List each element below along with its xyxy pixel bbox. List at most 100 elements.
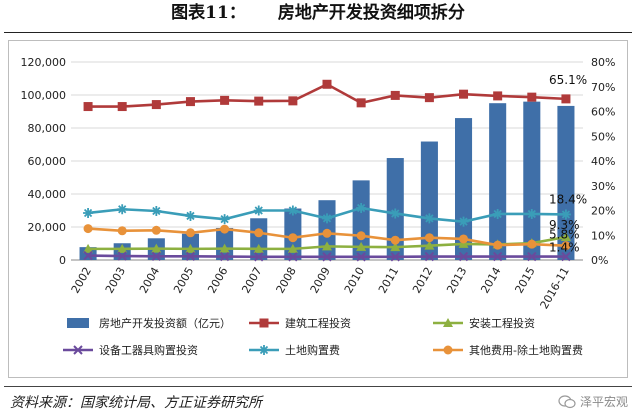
data-point (459, 89, 469, 99)
watermark: 泽平宏观 (558, 393, 628, 410)
right-axis-tick-label: 20% (591, 205, 615, 218)
left-axis-tick-label: 100,000 (21, 89, 67, 102)
data-point (288, 252, 298, 262)
data-point (492, 208, 503, 219)
data-point (390, 242, 401, 252)
bar (420, 141, 438, 260)
legend-label: 其他费用-除土地购置费 (469, 343, 583, 357)
data-point (424, 233, 434, 243)
data-point (322, 213, 332, 224)
end-value-label: 65.1% (549, 73, 587, 87)
data-point (322, 79, 332, 89)
data-point (117, 226, 127, 236)
x-axis-tick-label: 2016-11 (538, 265, 572, 311)
data-point (288, 233, 298, 243)
right-axis-tick-label: 10% (591, 229, 615, 242)
data-point (253, 205, 264, 216)
data-point (356, 252, 366, 262)
data-point (151, 243, 162, 253)
data-point (254, 252, 264, 262)
data-point (322, 241, 332, 251)
legend-label: 安装工程投资 (469, 316, 535, 330)
data-point (493, 240, 503, 250)
data-point (83, 243, 94, 253)
data-point (561, 241, 571, 251)
data-point (390, 90, 400, 100)
bottom-rule (4, 386, 632, 387)
chart-frame: 0 20,000 40,000 60,000 80,000 100,000 120,000 0… (8, 40, 628, 378)
data-point (493, 91, 503, 101)
right-axis-tick-label: 40% (591, 155, 615, 168)
data-point (287, 243, 298, 253)
x-axis-tick-label: 2009 (308, 265, 333, 296)
x-axis-tick-label: 2005 (171, 265, 196, 296)
left-axis-tick-label: 80,000 (28, 122, 67, 135)
data-point (527, 239, 537, 249)
legend-label: 设备工器具购置投资 (99, 343, 198, 357)
bar (250, 218, 268, 260)
x-axis-tick-label: 2002 (69, 265, 94, 296)
x-axis-tick-label: 2014 (478, 265, 503, 296)
legend-label: 土地购置费 (285, 343, 340, 357)
legend-swatch (67, 318, 89, 328)
left-axis-tick-label: 20,000 (28, 221, 67, 234)
left-axis-tick-label: 0 (59, 254, 66, 267)
data-point (356, 231, 366, 241)
data-point (254, 228, 264, 238)
data-point (492, 251, 503, 262)
x-axis-tick-label: 2003 (103, 265, 128, 296)
end-value-label: 9.3% (549, 218, 580, 232)
data-point (83, 224, 93, 234)
data-point (287, 205, 298, 216)
data-point (458, 251, 469, 262)
data-point (185, 251, 196, 261)
bar (352, 180, 370, 260)
data-point (83, 102, 93, 112)
wechat-icon (558, 394, 576, 408)
x-axis-tick-label: 2004 (137, 265, 162, 296)
legend-label: 房地产开发投资额（亿元） (99, 316, 231, 330)
watermark-text: 泽平宏观 (579, 395, 628, 409)
data-point (424, 251, 435, 262)
data-point (560, 231, 571, 241)
data-point (253, 243, 264, 253)
data-point (219, 251, 230, 262)
x-axis-tick-label: 2012 (410, 265, 435, 296)
data-point (526, 208, 537, 219)
right-axis-tick-label: 0% (591, 254, 608, 267)
data-point (527, 92, 537, 102)
data-point (117, 204, 128, 215)
data-point (220, 224, 230, 234)
legend-marker (443, 318, 453, 327)
data-point (83, 207, 94, 218)
data-point (322, 228, 332, 238)
legend-label: 建筑工程投资 (285, 316, 351, 330)
data-point (185, 210, 196, 221)
top-rule (4, 32, 632, 33)
bar (489, 103, 507, 260)
data-point (219, 214, 230, 225)
legend-marker (443, 345, 453, 355)
figure-title-text: 房地产开发投资细项拆分 (277, 3, 465, 23)
data-point (220, 95, 230, 105)
bar (523, 101, 541, 261)
legend-marker (73, 345, 83, 355)
x-axis-tick-label: 2011 (376, 265, 401, 296)
right-axis-tick-label: 70% (591, 81, 615, 94)
data-point (459, 234, 469, 244)
data-point (185, 228, 195, 238)
left-axis-tick-label: 40,000 (28, 188, 67, 201)
x-axis-tick-label: 2007 (239, 265, 264, 296)
legend-marker (259, 318, 269, 328)
right-axis-tick-label: 30% (591, 180, 615, 193)
data-point (151, 205, 162, 216)
data-point (322, 252, 332, 262)
data-point (151, 100, 161, 110)
data-point (356, 98, 366, 108)
data-point (424, 240, 435, 250)
chart: 0 20,000 40,000 60,000 80,000 100,000 120,000 0… (21, 56, 616, 357)
data-point (424, 93, 434, 103)
data-point (185, 243, 196, 253)
left-axis-tick-label: 120,000 (21, 56, 67, 69)
data-point (254, 96, 264, 106)
